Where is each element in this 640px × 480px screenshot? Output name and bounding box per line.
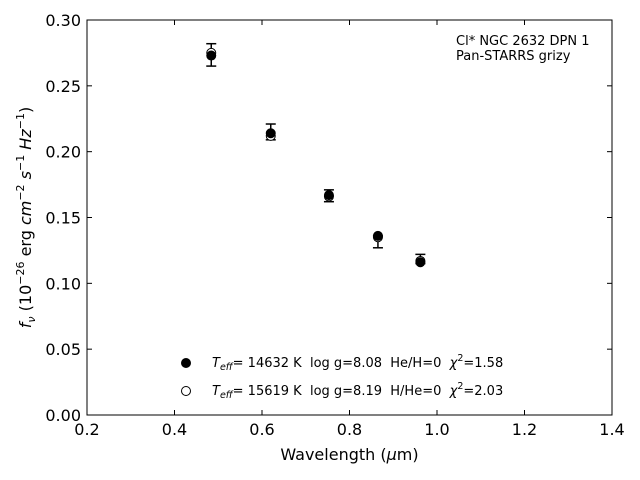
- x-tick-labels: 0.2 0.4 0.6 0.8 1.0 1.2 1.4: [74, 420, 624, 439]
- model-point-filled: [206, 50, 217, 61]
- y-tick-label: 0.05: [45, 340, 81, 359]
- x-tick-label: 1.2: [512, 420, 537, 439]
- x-tick-label: 0.6: [249, 420, 274, 439]
- plot-area: [86, 19, 613, 416]
- y-tick-label: 0.25: [45, 77, 81, 96]
- annotation-survey: Pan-STARRS grizy: [456, 49, 571, 64]
- legend-marker-filled: [181, 358, 191, 368]
- x-axis-label: Wavelength (μm): [280, 445, 418, 464]
- x-tick-label: 0.4: [162, 420, 187, 439]
- x-tick-label: 1.4: [599, 420, 624, 439]
- legend-label-1: Teff= 14632 K log g=8.08 He/H=0 χ2=1.58: [212, 353, 503, 373]
- y-tick-label: 0.30: [45, 11, 81, 30]
- y-tick-label: 0.10: [45, 274, 81, 293]
- data-points: [206, 47, 426, 268]
- y-axis-label: fν (10−26 erg cm−2 s−1 Hz−1): [14, 107, 38, 328]
- model-point-filled: [265, 128, 276, 139]
- y-tick-label: 0.15: [45, 209, 81, 228]
- legend: Teff= 14632 K log g=8.08 He/H=0 χ2=1.58 …: [181, 353, 503, 401]
- axis-ticks: [86, 19, 613, 416]
- y-tick-labels: 0.00 0.05 0.10 0.15 0.20 0.25 0.30: [45, 11, 81, 425]
- model-point-filled: [323, 190, 334, 201]
- x-tick-label: 0.8: [337, 420, 362, 439]
- annotation-object-name: Cl* NGC 2632 DPN 1: [456, 34, 590, 49]
- model-point-filled: [415, 257, 426, 268]
- x-tick-label: 1.0: [424, 420, 449, 439]
- y-tick-label: 0.20: [45, 143, 81, 162]
- x-tick-label: 0.2: [74, 420, 99, 439]
- legend-marker-open: [181, 386, 191, 396]
- y-tick-label: 0.00: [45, 406, 81, 425]
- legend-label-2: Teff= 15619 K log g=8.19 H/He=0 χ2=2.03: [212, 381, 503, 401]
- model-point-filled: [372, 230, 383, 241]
